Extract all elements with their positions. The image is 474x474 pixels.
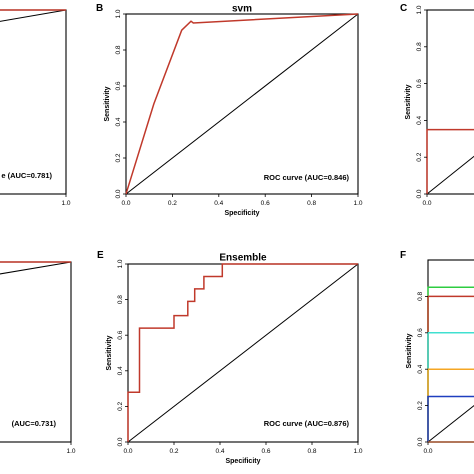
panel-c-ytick-label-0: 0.0: [416, 189, 423, 198]
panel-a-roc-curve-0: [0, 9, 66, 11]
panel-b-xtick-label-0: 0.0: [121, 200, 130, 207]
panel-e-ylabel: Sensitivity: [106, 335, 113, 370]
panel-f-ytick-label-3: 0.6: [417, 328, 424, 337]
panel-e-xtick-label-4: 0.8: [307, 448, 316, 455]
panel-c-ytick-label-2: 0.4: [416, 116, 423, 125]
panel-a-frame: [0, 9, 67, 195]
panel-c-xtick-label-0: 0.0: [422, 200, 431, 207]
panel-f-ylabel: Sensitivity: [406, 333, 413, 368]
panel-e-xtick-label-0: 0.0: [123, 448, 132, 455]
panel-b-roc-curve-0: [125, 13, 359, 195]
panel-e-xtick-label-5: 1.0: [353, 448, 362, 455]
panel-b-xtick-label-4: 0.8: [307, 200, 316, 207]
panel-b-auc-label: ROC curve (AUC=0.846): [264, 173, 350, 182]
panel-c-ylabel: Sensitivity: [405, 84, 412, 119]
panel-d-xtick-label-0: 1.0: [66, 448, 75, 455]
panel-d-frame: [0, 261, 72, 443]
panel-b-ytick-label-0: 0.0: [115, 189, 122, 198]
panel-c-ytick-label-1: 0.2: [416, 152, 423, 161]
panel-b-title: svm: [232, 4, 252, 15]
panel-b-xtick-label-1: 0.2: [168, 200, 177, 207]
panel-e-xtick-label-3: 0.6: [261, 448, 270, 455]
panel-f-letter: F: [400, 250, 406, 261]
panel-e-xtick-label-1: 0.2: [169, 448, 178, 455]
panel-b-ytick-label-2: 0.4: [115, 117, 122, 126]
panel-e-xlabel: Specificity: [225, 458, 260, 465]
panel-c-letter: C: [400, 3, 407, 14]
panel-b-xlabel: Specificity: [224, 210, 259, 217]
panel-e-ytick-label-4: 0.8: [117, 295, 124, 304]
panel-c-diagonal: [426, 155, 474, 195]
panel-e-ytick-label-1: 0.2: [117, 402, 124, 411]
panel-e-ytick-label-5: 1.0: [117, 259, 124, 268]
panel-c-ytick-label-5: 1.0: [416, 5, 423, 14]
panel-b-ytick-label-4: 0.8: [115, 45, 122, 54]
panel-e-auc-label: ROC curve (AUC=0.876): [264, 419, 350, 428]
panel-b-xtick-label-2: 0.4: [214, 200, 223, 207]
panel-b-ytick-label-3: 0.6: [115, 81, 122, 90]
panel-b-xtick-label-3: 0.6: [261, 200, 270, 207]
panel-f-ytick-label-4: 0.8: [417, 292, 424, 301]
panel-c-frame: [426, 9, 474, 195]
panel-e-ytick-label-3: 0.6: [117, 330, 124, 339]
panel-c-ytick-label-3: 0.6: [416, 79, 423, 88]
panel-e-ytick-label-0: 0.0: [117, 437, 124, 446]
panel-b-frame: [125, 13, 359, 195]
panel-f-roc-curve-0: [427, 286, 474, 442]
panel-f-ytick-label-1: 0.2: [417, 401, 424, 410]
panel-c-ytick-label-4: 0.8: [416, 42, 423, 51]
panel-f-roc-curve-5: [427, 395, 474, 442]
panel-d-auc-label: (AUC=0.731): [12, 419, 57, 428]
panel-f-ytick-label-2: 0.4: [417, 364, 424, 373]
panel-f-ytick-label-0: 0.0: [417, 437, 424, 446]
panel-b-ylabel: Sensitivity: [104, 86, 111, 121]
panel-b-ytick-label-1: 0.2: [115, 153, 122, 162]
panel-c-roc-curve-0: [426, 128, 474, 194]
panel-e-ytick-label-2: 0.4: [117, 366, 124, 375]
panel-b-diagonal: [125, 13, 359, 195]
panel-e-diagonal: [127, 263, 359, 443]
panel-f-xtick-label-0: 0.0: [423, 448, 432, 455]
panel-b-letter: B: [96, 3, 103, 14]
panel-e-roc-curve-0: [127, 263, 358, 442]
panel-d-diagonal: [0, 261, 72, 275]
panel-e-letter: E: [97, 250, 104, 261]
panel-a-auc-label: e (AUC=0.781): [1, 171, 52, 180]
panel-f-diagonal: [427, 404, 474, 443]
panel-b-ytick-label-5: 1.0: [115, 9, 122, 18]
panel-a-xtick-label-1: 1.0: [61, 200, 70, 207]
panel-a-diagonal: [0, 9, 67, 22]
panel-e-title: Ensemble: [219, 253, 267, 264]
panel-b-xtick-label-5: 1.0: [353, 200, 362, 207]
panel-e-xtick-label-2: 0.4: [215, 448, 224, 455]
panel-f-roc-curve-3: [427, 368, 474, 442]
